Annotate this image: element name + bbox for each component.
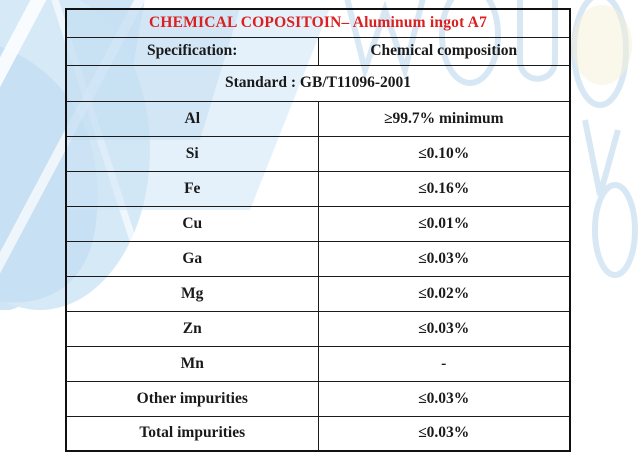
element-cell: Fe <box>65 170 319 207</box>
element-cell: Cu <box>65 205 319 242</box>
watermark-warm-smudge <box>572 5 632 85</box>
value-cell: ≤0.03% <box>317 380 571 417</box>
element-cell: Total impurities <box>65 415 319 452</box>
element-cell: Ga <box>65 240 319 277</box>
value-cell: ≤0.03% <box>317 240 571 277</box>
table-row: Fe ≤0.16% <box>65 170 571 207</box>
value-cell: - <box>317 345 571 382</box>
table-row: Mn - <box>65 345 571 382</box>
table-row: Al ≥99.7% minimum <box>65 100 571 137</box>
table-row: Mg ≤0.02% <box>65 275 571 312</box>
element-cell: Mg <box>65 275 319 312</box>
table-row: Si ≤0.10% <box>65 135 571 172</box>
value-cell: ≤0.03% <box>317 310 571 347</box>
table-row: Other impurities ≤0.03% <box>65 380 571 417</box>
standard-row: Standard : GB/T11096-2001 <box>65 64 571 102</box>
specification-label-cell: Specification: <box>65 36 319 66</box>
value-cell: ≤0.02% <box>317 275 571 312</box>
header-row: Specification: Chemical composition <box>65 36 571 66</box>
table-row: Ga ≤0.03% <box>65 240 571 277</box>
table-row: Cu ≤0.01% <box>65 205 571 242</box>
value-cell: ≤0.03% <box>317 415 571 452</box>
table-title: CHEMICAL COPOSITOIN– Aluminum ingot A7 <box>65 8 571 38</box>
element-cell: Other impurities <box>65 380 319 417</box>
value-cell: ≤0.01% <box>317 205 571 242</box>
chemical-composition-table: CHEMICAL COPOSITOIN– Aluminum ingot A7 S… <box>65 8 571 452</box>
element-cell: Zn <box>65 310 319 347</box>
value-cell: ≥99.7% minimum <box>317 100 571 137</box>
specification-value-cell: Chemical composition <box>317 36 571 66</box>
element-cell: Si <box>65 135 319 172</box>
value-cell: ≤0.16% <box>317 170 571 207</box>
standard-cell: Standard : GB/T11096-2001 <box>65 64 571 102</box>
value-cell: ≤0.10% <box>317 135 571 172</box>
element-cell: Mn <box>65 345 319 382</box>
title-row: CHEMICAL COPOSITOIN– Aluminum ingot A7 <box>65 8 571 38</box>
element-cell: Al <box>65 100 319 137</box>
table-row: Zn ≤0.03% <box>65 310 571 347</box>
table-row: Total impurities ≤0.03% <box>65 415 571 452</box>
